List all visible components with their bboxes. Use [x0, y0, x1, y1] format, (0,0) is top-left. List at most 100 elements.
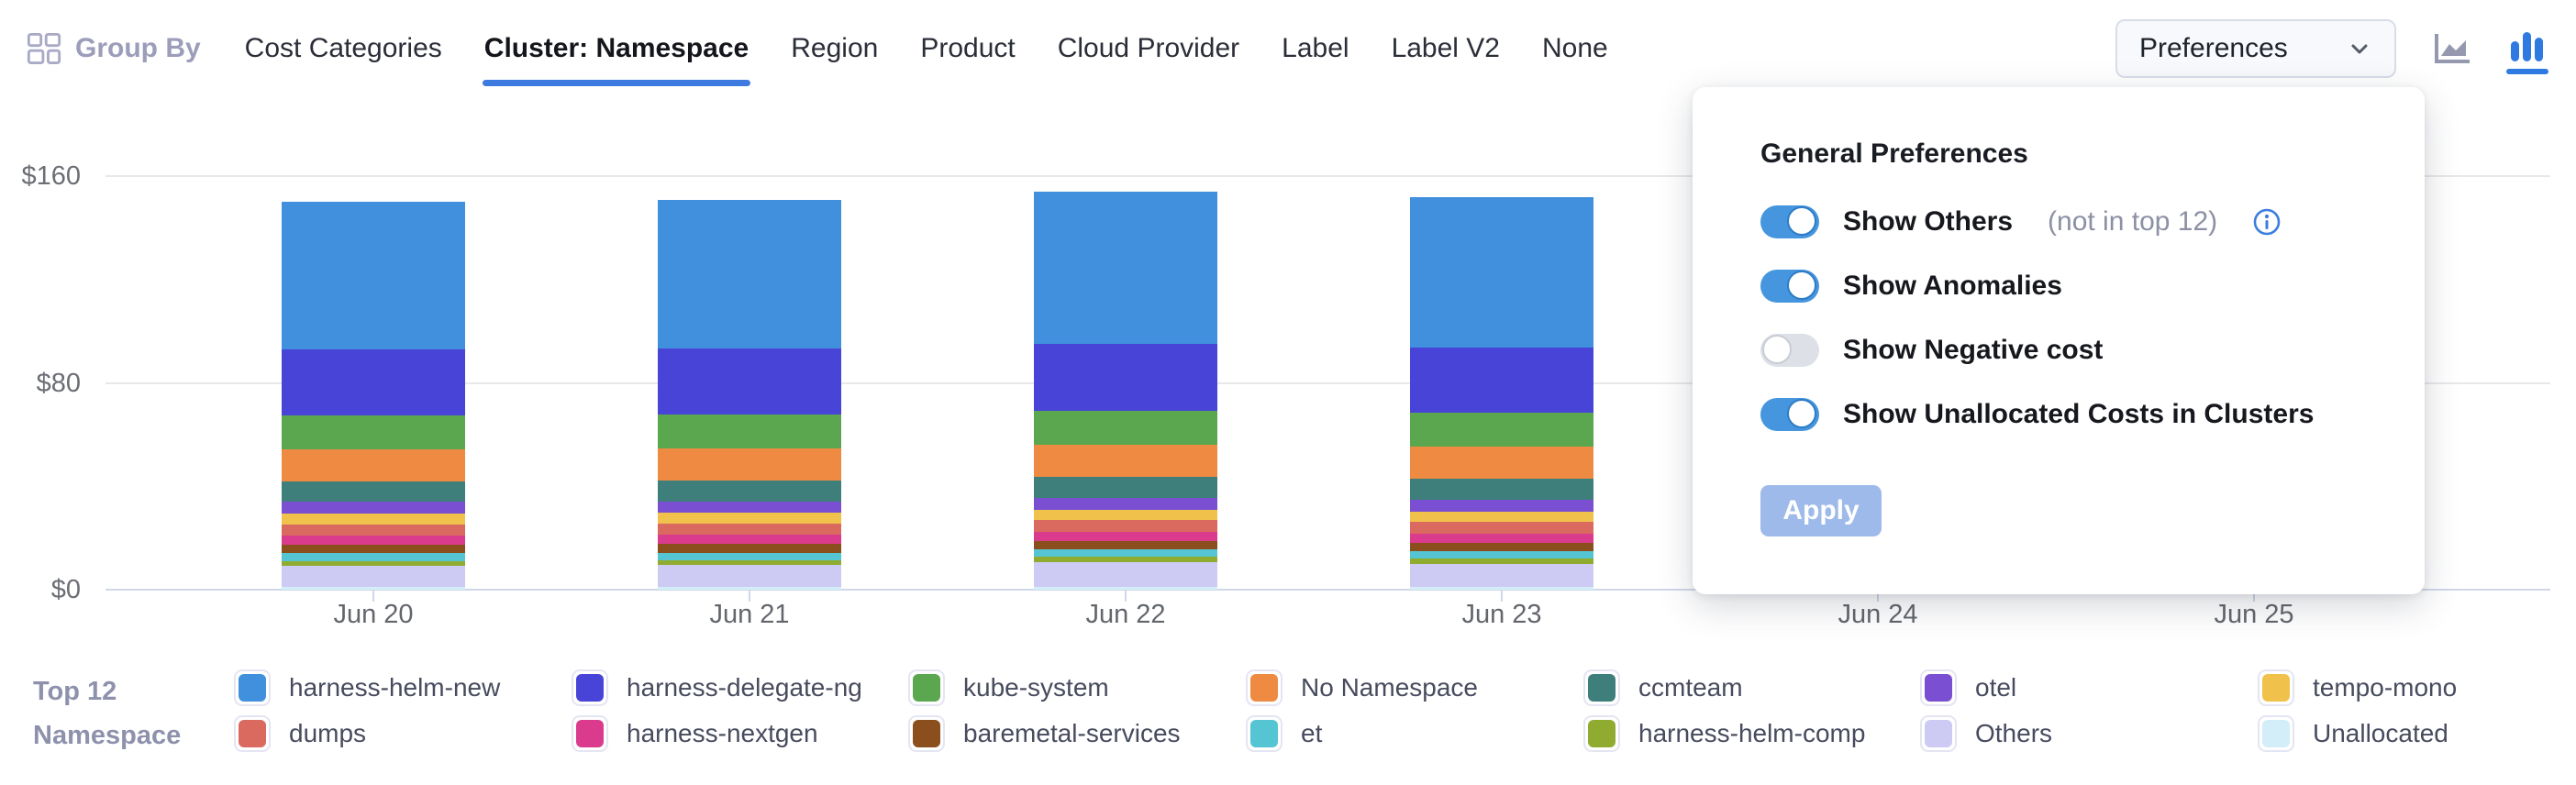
bar-segment-harness-helm-new[interactable] [658, 200, 841, 349]
toggle-show-negative-cost[interactable] [1760, 334, 1819, 367]
legend-item-label: kube-system [963, 673, 1109, 702]
bar-segment-baremetal-services[interactable] [658, 544, 841, 553]
bar-segment-ccmteam[interactable] [282, 481, 465, 503]
bar-segment-unallocated[interactable] [658, 586, 841, 590]
group-by-bar: Group By Cost Categories Cluster: Namespa… [0, 0, 2576, 97]
bar-segment-unallocated[interactable] [282, 586, 465, 590]
bar-segment-ccmteam[interactable] [1034, 477, 1217, 498]
bar-segment-baremetal-services[interactable] [1410, 542, 1593, 551]
bar-segment-harness-helm-new[interactable] [282, 202, 465, 350]
bar-segment-et[interactable] [1034, 548, 1217, 558]
stacked-bar-jun-20[interactable] [282, 202, 465, 590]
legend-item-others: Others [1920, 715, 2052, 752]
bar-segment-et[interactable] [282, 553, 465, 561]
chevron-down-icon [2347, 36, 2372, 61]
legend-item-label: et [1301, 719, 1323, 747]
bar-segment-no-namespace[interactable] [1410, 447, 1593, 480]
bar-segment-otel[interactable] [658, 501, 841, 514]
bar-segment-others[interactable] [1034, 562, 1217, 587]
tab-cloud-provider[interactable]: Cloud Provider [1057, 33, 1240, 63]
stacked-bar-jun-21[interactable] [658, 200, 841, 590]
info-icon[interactable] [2252, 207, 2282, 237]
bar-segment-otel[interactable] [282, 502, 465, 514]
bar-segment-harness-delegate-ng[interactable] [1034, 344, 1217, 412]
stacked-bar-jun-22[interactable] [1034, 191, 1217, 590]
bar-segment-otel[interactable] [1034, 497, 1217, 510]
tab-region[interactable]: Region [791, 33, 879, 63]
group-by-label: Group By [75, 33, 201, 63]
bar-segment-dumps[interactable] [282, 524, 465, 536]
bar-segment-otel[interactable] [1410, 499, 1593, 512]
legend-item-harness-helm-comp: harness-helm-comp [1583, 715, 1865, 752]
bar-segment-harness-nextgen[interactable] [282, 536, 465, 546]
bar-chart-view-button[interactable] [2504, 21, 2550, 76]
bar-segment-tempo-mono[interactable] [658, 513, 841, 525]
x-axis-tick-label: Jun 21 [709, 600, 790, 629]
bar-segment-harness-helm-comp[interactable] [282, 560, 465, 566]
legend-color-chip [1583, 715, 1620, 752]
preferences-dropdown-button[interactable]: Preferences [2115, 19, 2396, 78]
bar-segment-et[interactable] [658, 552, 841, 560]
legend-item-label: harness-helm-new [289, 673, 501, 702]
bar-segment-dumps[interactable] [1034, 520, 1217, 532]
bar-segment-kube-system[interactable] [1034, 411, 1217, 446]
bar-segment-dumps[interactable] [658, 524, 841, 536]
bar-segment-harness-helm-comp[interactable] [1034, 557, 1217, 563]
bar-segment-kube-system[interactable] [282, 415, 465, 449]
toggle-show-unallocated-costs-in-clusters[interactable] [1760, 398, 1819, 431]
tab-cluster-namespace[interactable]: Cluster: Namespace [482, 0, 751, 97]
bar-segment-kube-system[interactable] [1410, 413, 1593, 448]
bar-segment-et[interactable] [1410, 550, 1593, 559]
bar-segment-harness-helm-comp[interactable] [1410, 558, 1593, 564]
x-axis-tick [1501, 590, 1503, 602]
legend-color-chip [234, 715, 271, 752]
bar-segment-tempo-mono[interactable] [1034, 509, 1217, 521]
tab-cost-categories[interactable]: Cost Categories [244, 33, 442, 63]
tab-label[interactable]: Label [1282, 33, 1349, 63]
bar-segment-dumps[interactable] [1410, 522, 1593, 534]
legend-title-line2: Namespace [33, 721, 182, 750]
bar-segment-harness-nextgen[interactable] [658, 535, 841, 545]
tab-product[interactable]: Product [920, 33, 1016, 63]
apply-button[interactable]: Apply [1760, 485, 1882, 536]
bar-segment-kube-system[interactable] [658, 415, 841, 448]
bar-segment-others[interactable] [1410, 563, 1593, 587]
x-axis-tick-label: Jun 20 [333, 600, 414, 629]
bar-segment-no-namespace[interactable] [1034, 445, 1217, 478]
legend-color-chip [2258, 669, 2294, 706]
bar-segment-tempo-mono[interactable] [1410, 511, 1593, 523]
bar-segment-baremetal-services[interactable] [1034, 540, 1217, 549]
toggle-label: Show Anomalies [1843, 271, 2062, 301]
bar-segment-no-namespace[interactable] [658, 448, 841, 481]
preferences-dropdown-label: Preferences [2139, 33, 2288, 63]
tab-label-v2[interactable]: Label V2 [1391, 33, 1500, 63]
bar-segment-harness-helm-new[interactable] [1034, 191, 1217, 345]
bar-segment-harness-delegate-ng[interactable] [658, 348, 841, 415]
bar-segment-baremetal-services[interactable] [282, 545, 465, 554]
bar-segment-no-namespace[interactable] [282, 448, 465, 481]
x-axis-tick-label: Jun 23 [1461, 600, 1542, 629]
bar-segment-unallocated[interactable] [1410, 586, 1593, 590]
stacked-bar-jun-23[interactable] [1410, 197, 1593, 590]
legend-item-label: otel [1975, 673, 2017, 702]
toggle-show-anomalies[interactable] [1760, 270, 1819, 303]
bar-segment-harness-delegate-ng[interactable] [1410, 347, 1593, 414]
bar-segment-unallocated[interactable] [1034, 586, 1217, 590]
bar-segment-harness-helm-new[interactable] [1410, 197, 1593, 348]
toggle-show-others[interactable] [1760, 205, 1819, 238]
bar-segment-tempo-mono[interactable] [282, 514, 465, 525]
bar-segment-others[interactable] [658, 565, 841, 587]
bar-segment-harness-delegate-ng[interactable] [282, 349, 465, 415]
tab-none[interactable]: None [1542, 33, 1608, 63]
bar-segment-harness-helm-comp[interactable] [658, 559, 841, 566]
bar-segment-ccmteam[interactable] [1410, 479, 1593, 500]
bar-segment-others[interactable] [282, 565, 465, 587]
bar-segment-harness-nextgen[interactable] [1034, 531, 1217, 541]
gridline [105, 381, 2550, 384]
area-chart-view-button[interactable] [2427, 21, 2473, 76]
bar-segment-harness-nextgen[interactable] [1410, 533, 1593, 543]
popover-title: General Preferences [1760, 138, 2028, 169]
legend-item-kube-system: kube-system [908, 669, 1109, 706]
bar-segment-ccmteam[interactable] [658, 481, 841, 502]
